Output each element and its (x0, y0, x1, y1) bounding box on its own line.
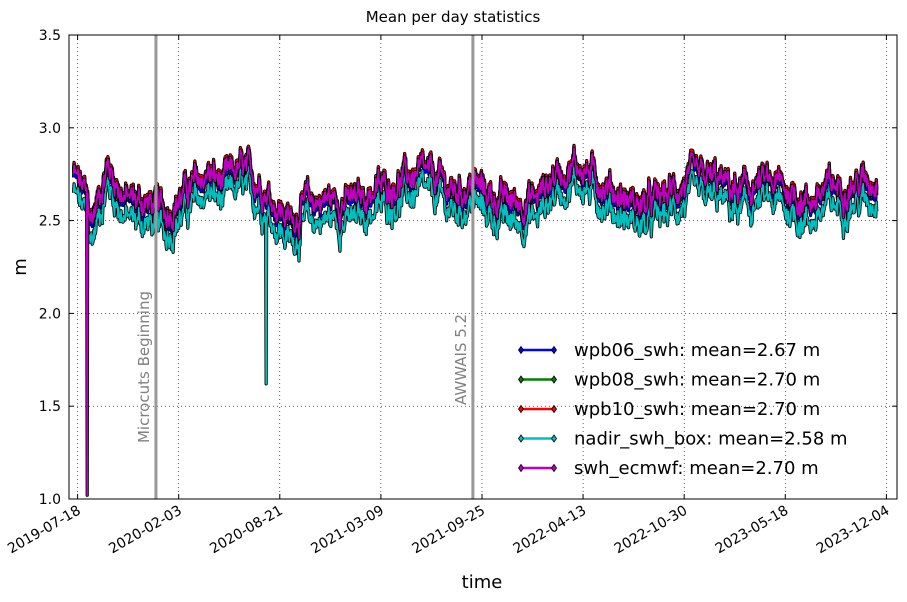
x-tick-label: 2023-05-18 (713, 503, 791, 558)
y-tick-label: 1.0 (39, 492, 61, 508)
plot-area (71, 143, 879, 497)
y-axis-label: m (10, 258, 31, 276)
plot-frame (68, 34, 898, 500)
chart-title: Mean per day statistics (366, 8, 541, 26)
x-tick-label: 2021-03-09 (308, 503, 386, 558)
series-lines (71, 143, 879, 497)
y-tick-label: 3.5 (39, 28, 61, 44)
legend-marker (551, 345, 557, 355)
annotation-label: AWWAIS 5.2 (452, 314, 470, 405)
legend-marker (518, 404, 524, 414)
x-tick-label: 2023-12-04 (814, 503, 893, 558)
grid (69, 35, 897, 499)
legend-marker (518, 375, 524, 384)
x-tick-label: 2019-07-18 (5, 503, 83, 558)
legend-marker (518, 434, 524, 443)
legend-marker (551, 463, 557, 473)
x-axis-label: time (462, 572, 503, 593)
series-line (72, 165, 878, 385)
plot-background (69, 35, 897, 499)
legend-entry: wpb06_swh: mean=2.67 m (574, 340, 820, 361)
legend: wpb06_swh: mean=2.67 m wpb08_swh: mean=2.… (518, 340, 848, 479)
y-tick-label: 2.5 (39, 214, 61, 230)
legend-marker (518, 463, 524, 473)
legend-marker (551, 434, 557, 443)
legend-entry: swh_ecmwf: mean=2.70 m (574, 458, 819, 479)
x-tick-label: 2020-02-03 (106, 503, 184, 558)
annotations: Microcuts Beginning AWWAIS 5.2 (135, 35, 475, 499)
legend-marker (551, 375, 557, 384)
legend-entry: nadir_swh_box: mean=2.58 m (574, 429, 848, 450)
y-tick-label: 3.0 (39, 121, 61, 137)
y-tick-label: 1.5 (39, 399, 61, 415)
legend-entry: wpb10_swh: mean=2.70 m (574, 399, 820, 420)
legend-marker (518, 345, 524, 355)
x-tick-label: 2021-09-25 (410, 503, 488, 558)
annotation-label: Microcuts Beginning (135, 291, 153, 443)
x-tick-label: 2022-10-30 (612, 503, 690, 558)
y-axis-ticks: 1.0 1.5 2.0 2.5 3.0 3.5 (39, 28, 897, 508)
legend-entry: wpb08_swh: mean=2.70 m (574, 370, 820, 391)
legend-marker (551, 404, 557, 414)
x-tick-label: 2020-08-21 (207, 503, 285, 558)
x-tick-label: 2022-04-13 (511, 503, 589, 558)
series-line (72, 147, 878, 497)
y-tick-label: 2.0 (39, 306, 61, 322)
